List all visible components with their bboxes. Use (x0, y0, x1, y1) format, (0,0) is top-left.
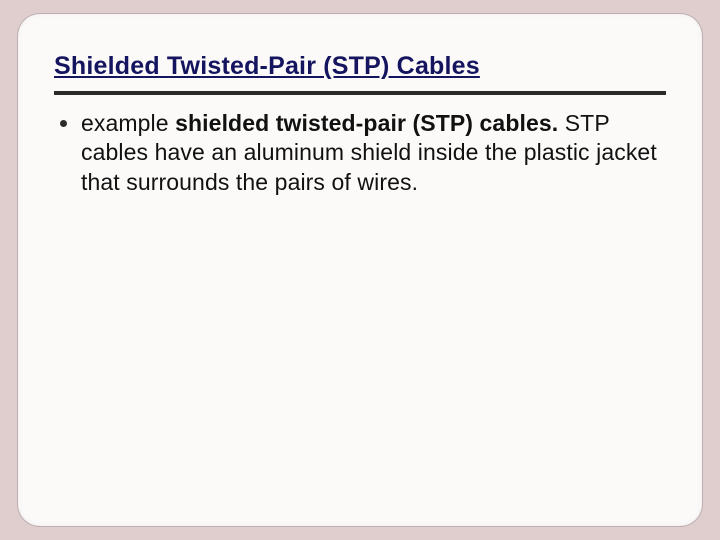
body-bold: shielded twisted-pair (STP) cables. (175, 110, 558, 136)
body-text: example shielded twisted-pair (STP) cabl… (81, 109, 666, 197)
body-area: example shielded twisted-pair (STP) cabl… (54, 109, 666, 197)
slide-title: Shielded Twisted-Pair (STP) Cables (54, 52, 666, 81)
title-divider (54, 91, 666, 95)
slide-content: Shielded Twisted-Pair (STP) Cables examp… (54, 52, 666, 197)
slide-frame: Shielded Twisted-Pair (STP) Cables examp… (18, 14, 702, 526)
bullet-icon (60, 120, 67, 127)
body-lead: example (81, 110, 175, 136)
bullet-item: example shielded twisted-pair (STP) cabl… (60, 109, 666, 197)
